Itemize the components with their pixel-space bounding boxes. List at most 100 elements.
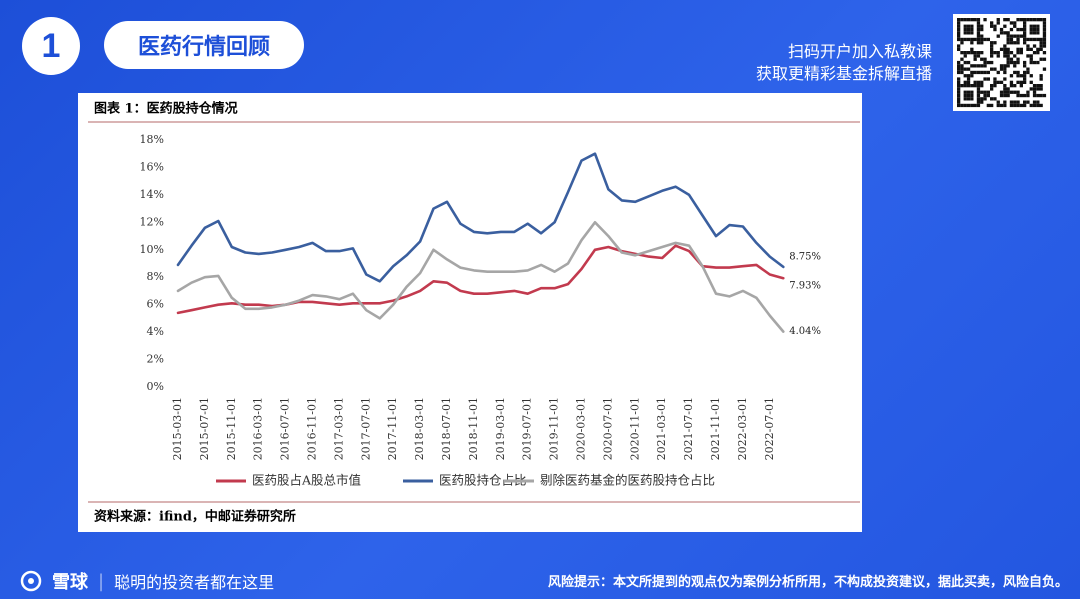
qr-cell [996, 21, 1000, 25]
x-tick-label: 2018-07-01 [440, 397, 453, 460]
qr-cell [966, 60, 971, 65]
qr-cell [1016, 57, 1020, 61]
qr-cell [970, 93, 974, 98]
qr-cell [973, 57, 977, 61]
qr-cell [1026, 90, 1030, 94]
qr-cell [1036, 31, 1040, 35]
qr-cell [993, 97, 997, 101]
qr-cell [986, 37, 990, 42]
qr-cell [1042, 27, 1047, 32]
qr-cell [1009, 74, 1014, 78]
qr-cell [963, 74, 967, 78]
qr-cell [1016, 93, 1020, 98]
qr-cell [973, 64, 977, 68]
qr-cell [980, 41, 984, 45]
qr-cell [963, 93, 967, 98]
qr-cell [966, 90, 971, 94]
section-number: 1 [22, 17, 80, 75]
qr-cell [999, 67, 1004, 71]
qr-cell [966, 51, 971, 55]
qr-cell [1009, 103, 1014, 108]
chart: 图表 1：医药股持仓情况 资料来源：ifind，中邮证券研究所 0% 2% 4% 6%… [78, 93, 862, 532]
qr-cell [976, 90, 981, 94]
qr-cell [1013, 21, 1017, 25]
qr-cell [1039, 47, 1043, 51]
qr-cell [993, 67, 997, 71]
qr-cell [1006, 51, 1010, 55]
chart-source: 资料来源：ifind，中邮证券研究所 [94, 509, 296, 525]
qr-cell [1019, 34, 1023, 38]
qr-cell [973, 80, 977, 84]
qr-cell [990, 51, 994, 55]
qr-cell [1016, 27, 1020, 32]
qr-cell [990, 103, 994, 108]
qr-cell [957, 44, 961, 48]
qr-cell [1019, 47, 1023, 51]
qr-cell [970, 27, 974, 32]
qr-cell [966, 103, 971, 108]
qr-cell [980, 90, 984, 94]
qr-cell [1036, 60, 1040, 65]
x-tick-label: 2021-07-01 [682, 397, 695, 460]
qr-cell [1042, 37, 1047, 42]
qr-cell [960, 84, 964, 88]
qr-cell [976, 18, 981, 22]
legend-label: 医药股持仓占比 [439, 473, 527, 488]
series-line [176, 152, 785, 283]
risk-notice: 风险提示：本文所提到的观点仅为案例分析所用，不构成投资建议，据此买卖，风险自负。 [547, 575, 1068, 590]
qr-cell [966, 97, 971, 101]
qr-cell [1023, 27, 1027, 32]
qr-cell [983, 18, 987, 22]
qr-cell [960, 64, 964, 68]
qr-cell [1013, 60, 1017, 65]
qr-cell [996, 51, 1000, 55]
qr-cell [1023, 41, 1027, 45]
qr-cell [1029, 87, 1033, 91]
qr-cell [957, 70, 961, 75]
qr-cell [957, 103, 961, 108]
qr-cell [966, 37, 971, 42]
qr-cell [983, 60, 987, 65]
qr-cell [1036, 27, 1040, 32]
qr-cell [1023, 34, 1027, 38]
qr-cell [993, 84, 997, 88]
x-tick-label: 2020-07-01 [601, 397, 614, 460]
qr-cell [976, 24, 981, 28]
qr-cell [1016, 100, 1020, 104]
qr-cell [963, 18, 967, 22]
qr-cell [1026, 100, 1030, 104]
qr-cell [980, 37, 984, 42]
y-tick-label: 8% [147, 270, 164, 283]
qr-cell [1006, 64, 1010, 68]
qr-cell [1019, 27, 1023, 32]
qr-cell [1003, 31, 1007, 35]
qr-cell [970, 24, 974, 28]
qr-cell [1003, 54, 1007, 58]
qr-cell [957, 27, 961, 32]
qr-cell [966, 93, 971, 98]
qr-cell [983, 70, 987, 75]
qr-cell [1042, 57, 1047, 61]
qr-cell [1003, 77, 1007, 81]
qr-cell [976, 41, 981, 45]
qr-cell [990, 67, 994, 71]
qr-cell [970, 64, 974, 68]
qr-cell [1036, 87, 1040, 91]
qr-cell [966, 77, 971, 81]
qr-cell [970, 47, 974, 51]
qr-cell [970, 31, 974, 35]
qr-cell [1006, 90, 1010, 94]
qr-cell [1006, 41, 1010, 45]
qr-cell [976, 87, 981, 91]
qr-cell [1019, 84, 1023, 88]
qr-cell [980, 70, 984, 75]
qr-cell [1036, 47, 1040, 51]
qr-cell [1006, 31, 1010, 35]
qr-cell [1042, 18, 1047, 22]
qr-cell [976, 21, 981, 25]
x-tick-label: 2015-03-01 [171, 397, 184, 460]
qr-cell [999, 47, 1004, 51]
qr-cell [1009, 90, 1014, 94]
qr-cell [970, 18, 974, 22]
qr-cell [973, 70, 977, 75]
